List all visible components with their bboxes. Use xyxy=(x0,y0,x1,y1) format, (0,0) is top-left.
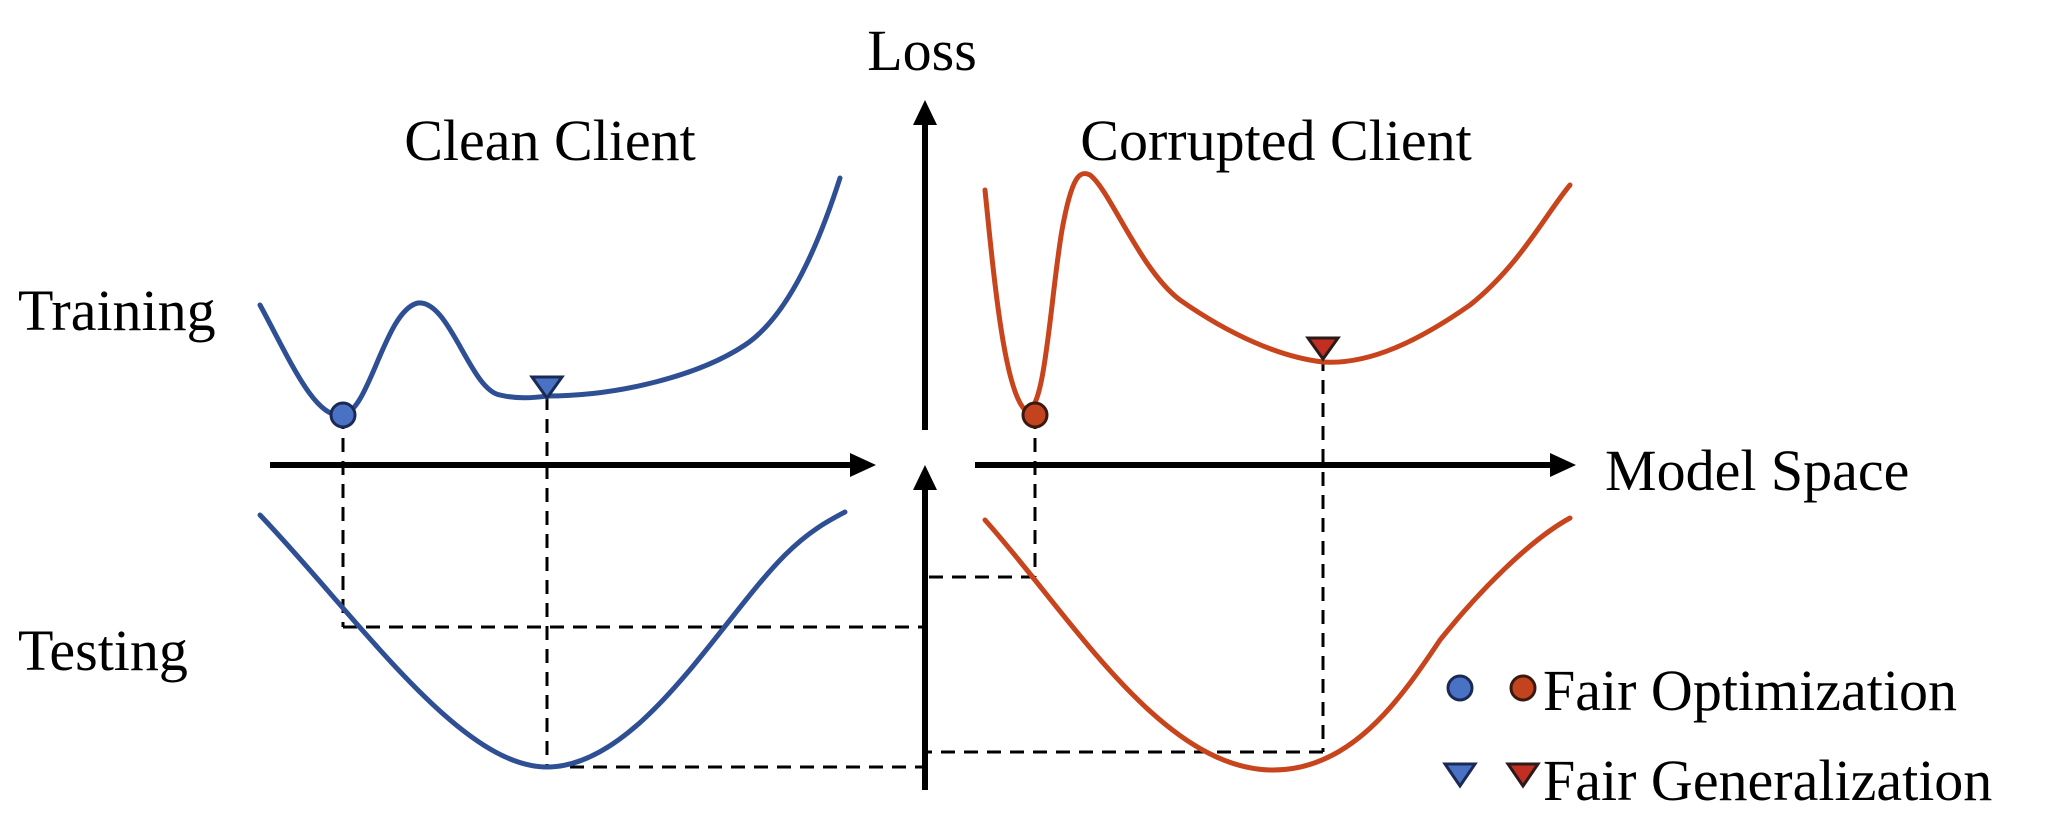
dashed-guides xyxy=(341,357,1325,769)
corrupted-training-curve xyxy=(982,171,1573,413)
testing-row-label: Testing xyxy=(18,618,188,683)
model-space-axis-label: Model Space xyxy=(1605,438,1909,503)
legend-corrupted-optimization-icon xyxy=(1509,674,1537,702)
loss-axis-top xyxy=(913,100,937,430)
legend-fair-optimization-label: Fair Optimization xyxy=(1543,658,1957,723)
corrupted-fair-optimization-marker xyxy=(1021,401,1049,429)
clean-fair-generalization-marker xyxy=(529,375,565,401)
legend: Fair Optimization Fair Generalization xyxy=(1442,658,1992,813)
corrupted-client-title: Corrupted Client xyxy=(1080,108,1471,173)
loss-axis-label: Loss xyxy=(867,18,977,83)
legend-clean-generalization-icon xyxy=(1442,762,1478,789)
model-space-axis-right xyxy=(975,453,1576,477)
legend-fair-generalization-label: Fair Generalization xyxy=(1543,748,1992,813)
model-space-axis-left xyxy=(270,453,876,477)
corrupted-testing-curve xyxy=(982,515,1573,773)
loss-axis-bottom xyxy=(913,465,937,790)
legend-clean-optimization-icon xyxy=(1446,674,1474,702)
clean-client-title: Clean Client xyxy=(404,108,696,173)
legend-corrupted-generalization-icon xyxy=(1505,762,1541,789)
clean-testing-curve xyxy=(257,509,848,770)
training-row-label: Training xyxy=(18,278,216,343)
clean-fair-optimization-marker xyxy=(329,401,357,429)
corrupted-fair-generalization-marker xyxy=(1305,336,1341,362)
